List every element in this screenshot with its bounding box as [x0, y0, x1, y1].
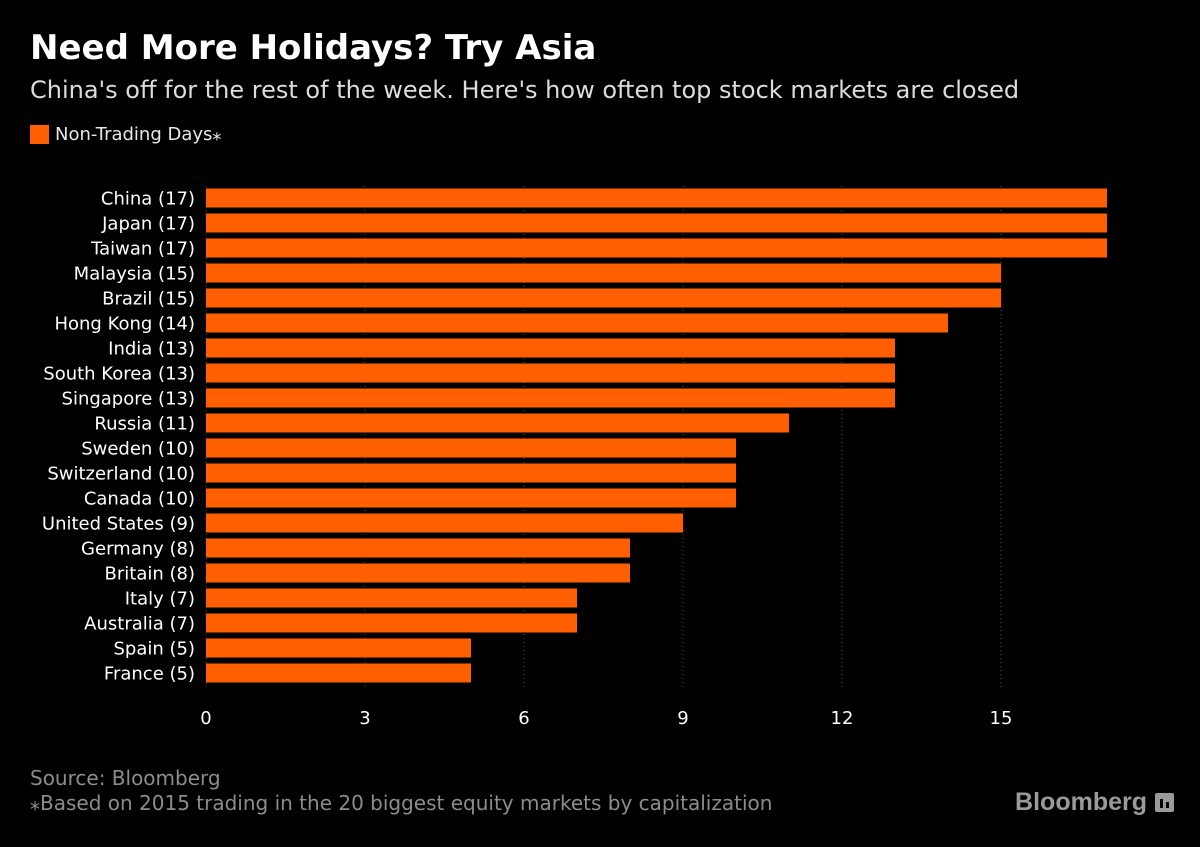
category-label-3: Malaysia (15): [74, 264, 195, 285]
bar-8: [206, 388, 895, 408]
category-label-7: South Korea (13): [43, 364, 195, 385]
bar-10: [206, 438, 736, 458]
category-label-13: United States (9): [42, 514, 195, 535]
bar-1: [206, 213, 1107, 233]
bar-2: [206, 238, 1107, 258]
bar-16: [206, 588, 577, 608]
category-label-2: Taiwan (17): [90, 239, 195, 260]
legend-label: Non-Trading Days⁎: [55, 124, 222, 145]
category-label-9: Russia (11): [94, 414, 195, 435]
x-tick-label-1: 3: [359, 708, 370, 729]
bar-19: [206, 663, 471, 683]
category-label-19: France (5): [104, 664, 195, 685]
category-label-18: Spain (5): [113, 639, 195, 660]
bar-17: [206, 613, 577, 633]
category-label-1: Japan (17): [101, 214, 195, 235]
bar-3: [206, 263, 1001, 283]
chart-subtitle: China's off for the rest of the week. He…: [30, 76, 1020, 104]
bar-18: [206, 638, 471, 658]
bar-12: [206, 488, 736, 508]
legend: Non-Trading Days⁎: [30, 124, 221, 145]
category-label-4: Brazil (15): [102, 289, 195, 310]
footnote: ⁎Based on 2015 trading in the 20 biggest…: [30, 791, 773, 815]
category-label-12: Canada (10): [84, 489, 195, 510]
source-note: Source: Bloomberg: [30, 766, 221, 790]
category-label-6: India (13): [108, 339, 195, 360]
legend-swatch: [30, 125, 49, 144]
x-tick-label-2: 6: [518, 708, 529, 729]
category-label-5: Hong Kong (14): [54, 314, 195, 335]
bar-4: [206, 288, 1001, 308]
category-label-11: Switzerland (10): [47, 464, 195, 485]
chart-title: Need More Holidays? Try Asia: [30, 28, 597, 68]
category-label-15: Britain (8): [105, 564, 195, 585]
bar-11: [206, 463, 736, 483]
category-label-0: China (17): [101, 189, 195, 210]
category-label-8: Singapore (13): [62, 389, 195, 410]
bar-9: [206, 413, 789, 433]
bar-6: [206, 338, 895, 358]
bloomberg-logo: Bloomberg: [1015, 788, 1174, 817]
bar-14: [206, 538, 630, 558]
bloomberg-terminal-icon: [1155, 793, 1174, 812]
bar-13: [206, 513, 683, 533]
x-tick-label-3: 9: [677, 708, 688, 729]
category-label-14: Germany (8): [81, 539, 195, 560]
bar-7: [206, 363, 895, 383]
bar-15: [206, 563, 630, 583]
x-tick-label-5: 15: [990, 708, 1013, 729]
bar-5: [206, 313, 948, 333]
x-tick-label-0: 0: [200, 708, 211, 729]
brand-name: Bloomberg: [1015, 788, 1147, 816]
category-label-16: Italy (7): [125, 589, 195, 610]
category-label-17: Australia (7): [84, 614, 195, 635]
x-tick-label-4: 12: [831, 708, 854, 729]
bar-0: [206, 188, 1107, 208]
category-label-10: Sweden (10): [81, 439, 195, 460]
